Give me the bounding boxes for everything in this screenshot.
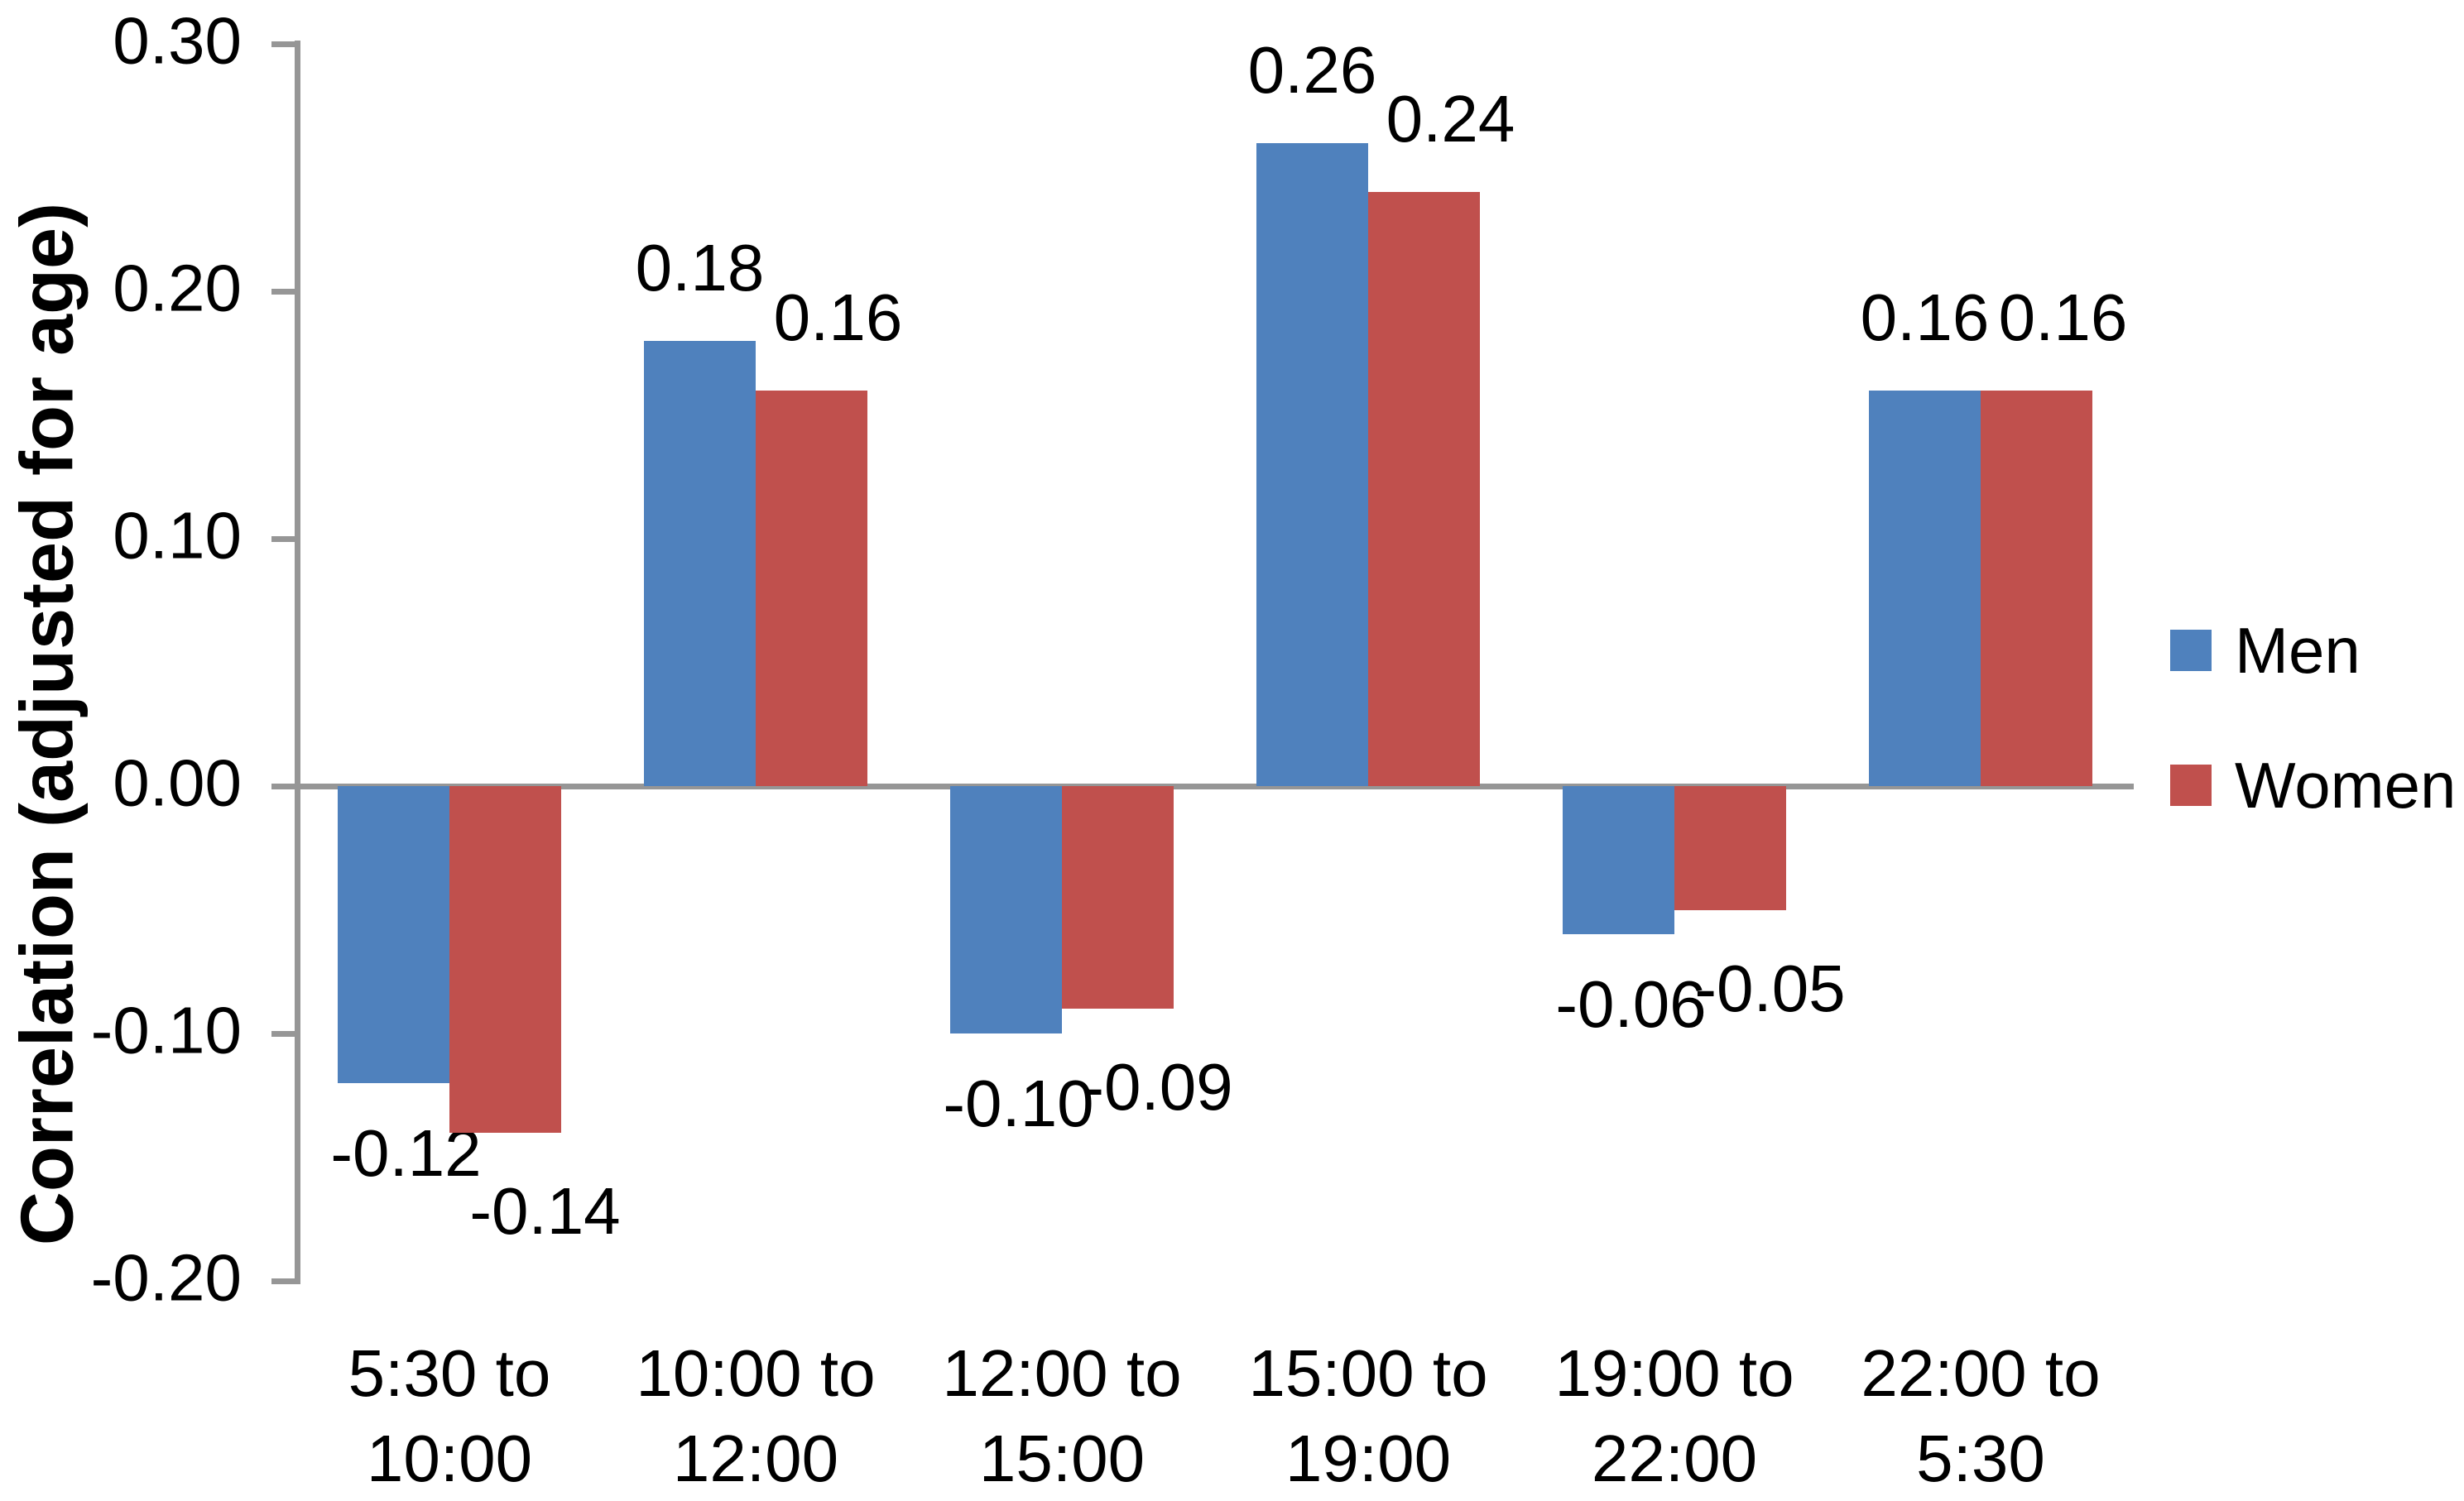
y-tick [271,783,295,789]
bar-men-3 [1256,142,1368,786]
y-tick [271,1278,295,1284]
y-tick [271,535,295,542]
bar-women-2 [1062,786,1174,1009]
data-label-women-3: 0.24 [1386,82,1515,156]
x-axis-zero-line [297,783,2134,789]
y-tick-label: -0.10 [90,993,242,1067]
bar-men-1 [644,340,756,786]
bar-men-4 [1563,786,1674,935]
legend-swatch-women-icon [2170,765,2212,806]
legend-label-men: Men [2235,613,2361,687]
data-label-women-1: 0.16 [773,280,903,354]
y-tick [271,41,295,47]
x-category-label-0: 5:30 to 10:00 [348,1336,551,1495]
y-axis-title: Correlation (adjusted for age) [6,202,89,1246]
bar-men-5 [1869,390,1981,786]
bar-women-3 [1368,192,1480,786]
data-label-men-4: -0.06 [1555,967,1707,1042]
x-category-label-4: 19:00 to 22:00 [1554,1336,1794,1495]
data-label-men-1: 0.18 [635,230,765,305]
x-category-label-5: 22:00 to 5:30 [1861,1336,2101,1495]
data-label-men-5: 0.16 [1860,280,1990,354]
legend-label-women: Women [2235,748,2457,822]
data-label-women-5: 0.16 [1998,280,2128,354]
data-label-women-2: -0.09 [1082,1050,1233,1125]
legend-swatch-men-icon [2170,630,2212,671]
data-label-women-0: -0.14 [469,1173,621,1248]
x-category-label-1: 10:00 to 12:00 [636,1336,876,1495]
y-tick-label: 0.20 [113,251,242,325]
x-category-label-2: 12:00 to 15:00 [942,1336,1182,1495]
bar-men-2 [950,786,1062,1033]
bar-women-1 [756,390,867,786]
y-tick [271,288,295,295]
data-label-men-3: 0.26 [1247,32,1377,107]
legend-item-women: Women [2170,746,2456,825]
bar-women-4 [1674,786,1786,910]
bar-women-5 [1981,390,2092,786]
y-tick-label: 0.10 [113,498,242,573]
y-axis-line [294,41,300,1284]
bar-men-0 [338,786,449,1083]
legend-item-men: Men [2170,611,2361,690]
bar-women-0 [449,786,561,1133]
y-tick [271,1030,295,1037]
y-tick-label: -0.20 [90,1240,242,1315]
x-category-label-3: 15:00 to 19:00 [1248,1336,1488,1495]
data-label-women-4: -0.05 [1694,951,1846,1025]
y-tick-label: 0.30 [113,3,242,78]
y-tick-label: 0.00 [113,746,242,820]
data-label-men-2: -0.10 [943,1067,1094,1140]
